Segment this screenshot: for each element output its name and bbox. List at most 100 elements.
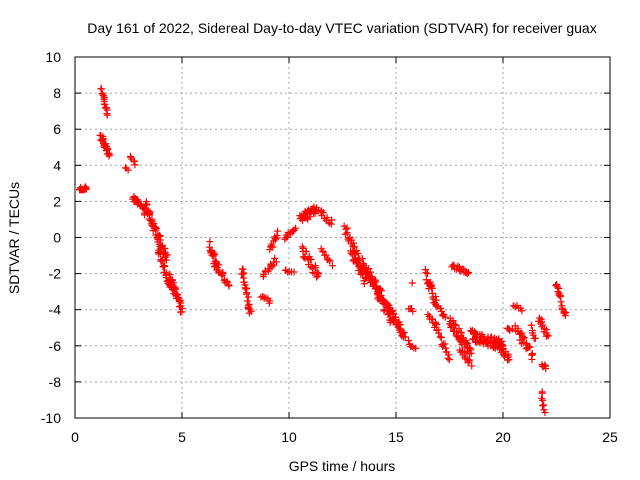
data-point [538, 321, 546, 329]
data-point [307, 255, 315, 263]
data-point [459, 265, 467, 273]
data-point [323, 214, 331, 222]
data-point [391, 313, 399, 321]
data-point [163, 251, 171, 259]
y-tick-label: 4 [53, 157, 61, 173]
data-point [544, 332, 552, 340]
data-point [245, 300, 253, 308]
data-point [358, 255, 366, 263]
data-point [465, 357, 473, 365]
data-point [553, 283, 561, 291]
data-point [103, 110, 111, 118]
data-point [225, 282, 233, 290]
data-point [242, 285, 250, 293]
data-point [328, 216, 336, 224]
data-point [450, 261, 458, 269]
data-point [302, 247, 310, 255]
y-tick-label: 0 [53, 230, 61, 246]
data-point [452, 321, 460, 329]
data-point [455, 325, 463, 333]
data-point [409, 307, 417, 315]
data-point [166, 271, 174, 279]
data-point [441, 313, 449, 321]
data-point [360, 280, 368, 288]
data-point [174, 291, 182, 299]
y-tick-label: 2 [53, 193, 61, 209]
data-point [527, 321, 535, 329]
data-point [557, 298, 565, 306]
data-point [247, 307, 255, 315]
data-point [292, 224, 300, 232]
data-point [98, 136, 106, 144]
data-point [528, 350, 536, 358]
data-point [152, 224, 160, 232]
data-point [97, 85, 105, 93]
data-point [516, 336, 524, 344]
data-point [150, 220, 158, 228]
data-point [404, 336, 412, 344]
data-point [241, 281, 249, 289]
chart-title: Day 161 of 2022, Sidereal Day-to-day VTE… [87, 20, 596, 36]
data-point [423, 270, 431, 278]
data-point [401, 333, 409, 341]
data-point [441, 340, 449, 348]
data-point [266, 297, 274, 305]
data-point [367, 268, 375, 276]
data-point [105, 150, 113, 158]
data-point [273, 227, 281, 235]
data-point [463, 270, 471, 278]
data-point [437, 333, 445, 341]
data-point [422, 269, 430, 277]
x-axis-label: GPS time / hours [289, 458, 396, 474]
x-tick-label: 5 [178, 429, 186, 445]
data-point [377, 291, 385, 299]
data-point [155, 249, 163, 257]
data-point [505, 356, 513, 364]
x-tick-label: 20 [495, 429, 511, 445]
data-point [445, 356, 453, 364]
data-point [375, 286, 383, 294]
data-point [313, 268, 321, 276]
y-tick-label: 8 [53, 85, 61, 101]
data-point [523, 339, 531, 347]
data-point [269, 243, 277, 251]
data-point [161, 262, 169, 270]
data-point [348, 251, 356, 259]
x-tick-label: 15 [388, 429, 404, 445]
data-point [82, 185, 90, 193]
data-point [541, 408, 549, 416]
data-point [454, 262, 462, 270]
y-tick-labels: -10 -8 -6 -4 -2 0 2 4 6 8 10 [41, 49, 61, 426]
data-point [412, 344, 420, 352]
data-point [562, 308, 570, 316]
data-point [131, 161, 139, 169]
data-point [353, 258, 361, 266]
data-point [519, 335, 527, 343]
data-point [556, 291, 564, 299]
data-point [156, 249, 164, 257]
x-tick-label: 25 [602, 429, 618, 445]
data-point [498, 341, 506, 349]
data-point [467, 349, 475, 357]
data-point [206, 238, 214, 246]
x-tick-labels: 0 5 10 15 20 25 [71, 429, 618, 445]
data-point [171, 284, 179, 292]
y-tick-label: -4 [49, 302, 62, 318]
y-tick-label: -6 [49, 338, 62, 354]
data-point [495, 338, 503, 346]
data-point [504, 350, 512, 358]
data-point [178, 304, 186, 312]
data-point [511, 303, 519, 311]
data-point [322, 251, 330, 259]
y-tick-label: -8 [49, 374, 62, 390]
data-points [76, 85, 570, 416]
data-point [361, 274, 369, 282]
data-point [314, 269, 322, 277]
data-point [215, 261, 223, 269]
data-point [177, 299, 185, 307]
data-point [541, 361, 549, 369]
data-point [127, 153, 135, 161]
data-point [124, 166, 132, 174]
data-point [104, 145, 112, 153]
